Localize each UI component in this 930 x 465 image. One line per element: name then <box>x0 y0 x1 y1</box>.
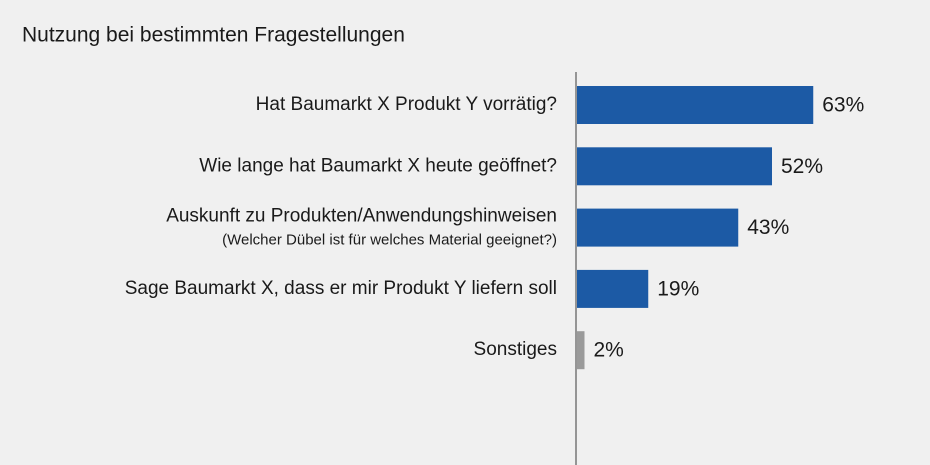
value-label: 52% <box>781 155 823 178</box>
category-sublabel: (Welcher Dübel ist für welches Material … <box>222 232 557 249</box>
category-label: Hat Baumarkt X Produkt Y vorrätig? <box>256 94 557 115</box>
value-label: 2% <box>594 339 624 362</box>
bar <box>577 208 739 247</box>
category-label: Sonstiges <box>474 339 557 360</box>
chart-title: Nutzung bei bestimmten Fragestellungen <box>22 24 405 47</box>
bar <box>577 331 585 370</box>
value-label: 43% <box>747 216 789 239</box>
bar <box>577 147 772 186</box>
value-label: 19% <box>657 277 699 300</box>
bar <box>577 269 649 308</box>
value-label: 63% <box>822 94 864 117</box>
category-label: Auskunft zu Produkten/Anwendungshinweise… <box>166 206 557 227</box>
category-label: Wie lange hat Baumarkt X heute geöffnet? <box>199 155 557 176</box>
bar <box>577 86 814 124</box>
category-label: Sage Baumarkt X, dass er mir Produkt Y l… <box>125 278 557 299</box>
